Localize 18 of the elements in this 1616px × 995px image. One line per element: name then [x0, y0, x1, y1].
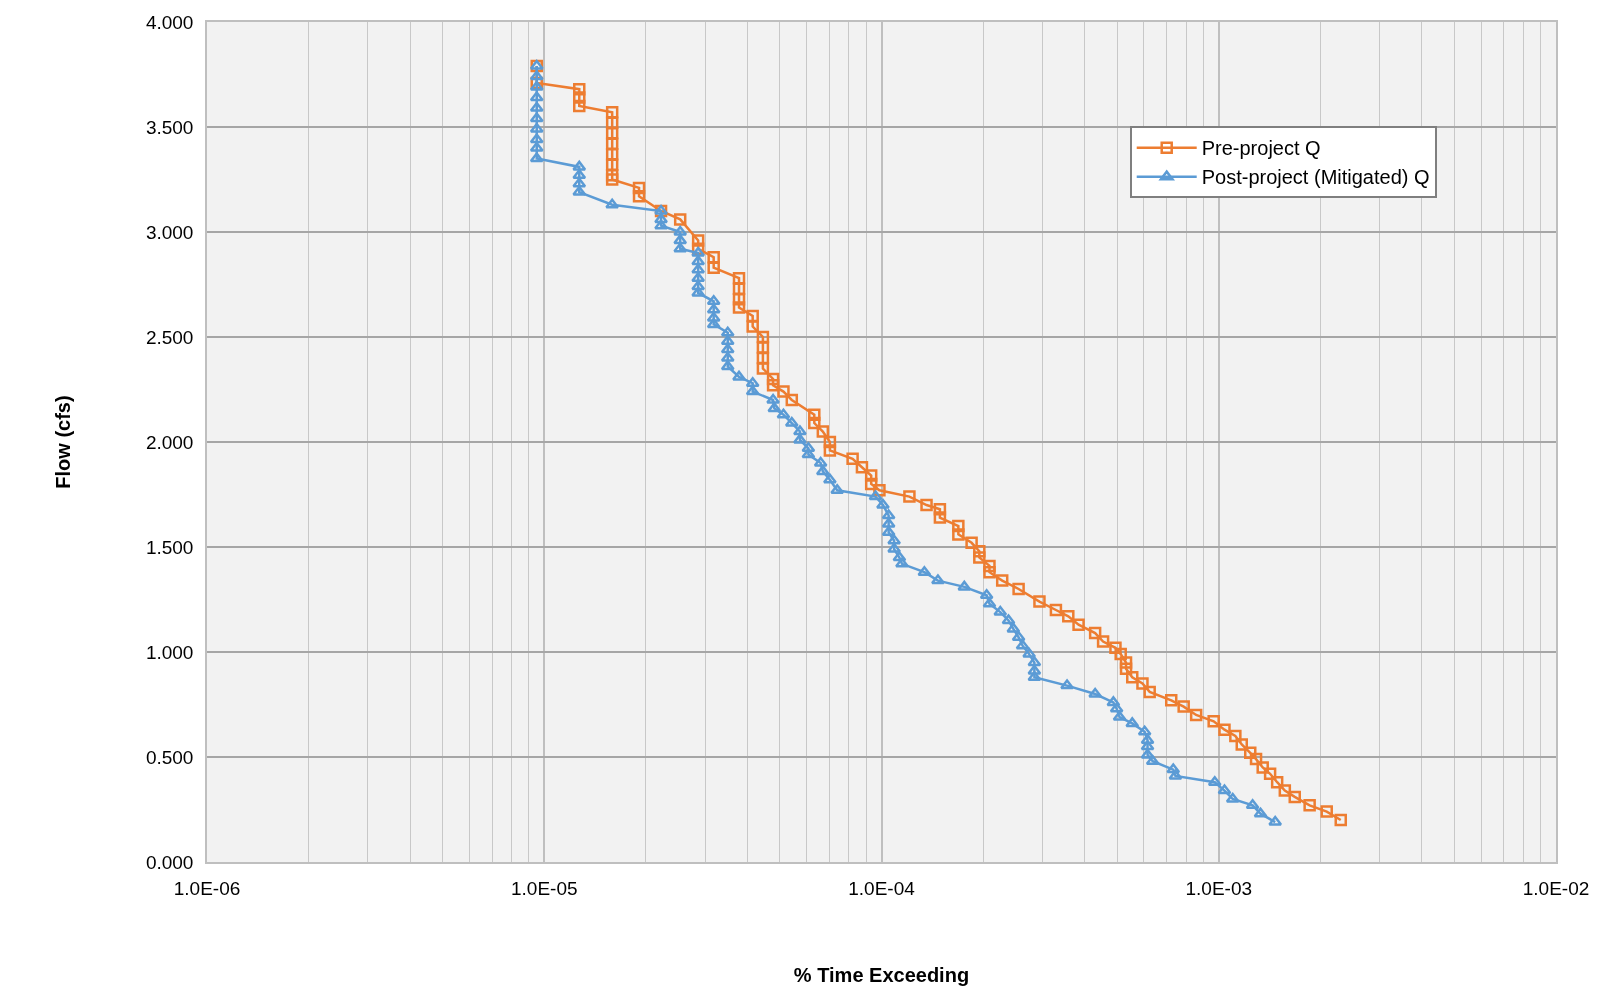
y-tick-label: 2.500: [145, 326, 194, 348]
x-tick-label: 1.0E-05: [510, 877, 578, 899]
x-tick-label: 1.0E-03: [1185, 877, 1253, 899]
x-tick-label: 1.0E-06: [173, 877, 241, 899]
y-axis-title: Flow (cfs): [51, 395, 74, 489]
x-axis-title: % Time Exceeding: [793, 963, 970, 986]
y-tick-label: 0.500: [145, 746, 194, 768]
legend-label: Pre-project Q: [1201, 137, 1321, 160]
legend-label: Post-project (Mitigated) Q: [1201, 166, 1430, 189]
y-tick-label: 3.000: [145, 221, 194, 243]
y-tick-label: 0.000: [145, 851, 194, 873]
x-tick-label: 1.0E-02: [1522, 877, 1590, 899]
y-tick-label: 4.000: [145, 11, 194, 33]
y-tick-label: 1.500: [145, 536, 194, 558]
x-tick-label: 1.0E-04: [848, 877, 916, 899]
y-tick-label: 2.000: [145, 431, 194, 453]
y-tick-label: 1.000: [145, 641, 194, 663]
y-tick-label: 3.500: [145, 116, 194, 138]
